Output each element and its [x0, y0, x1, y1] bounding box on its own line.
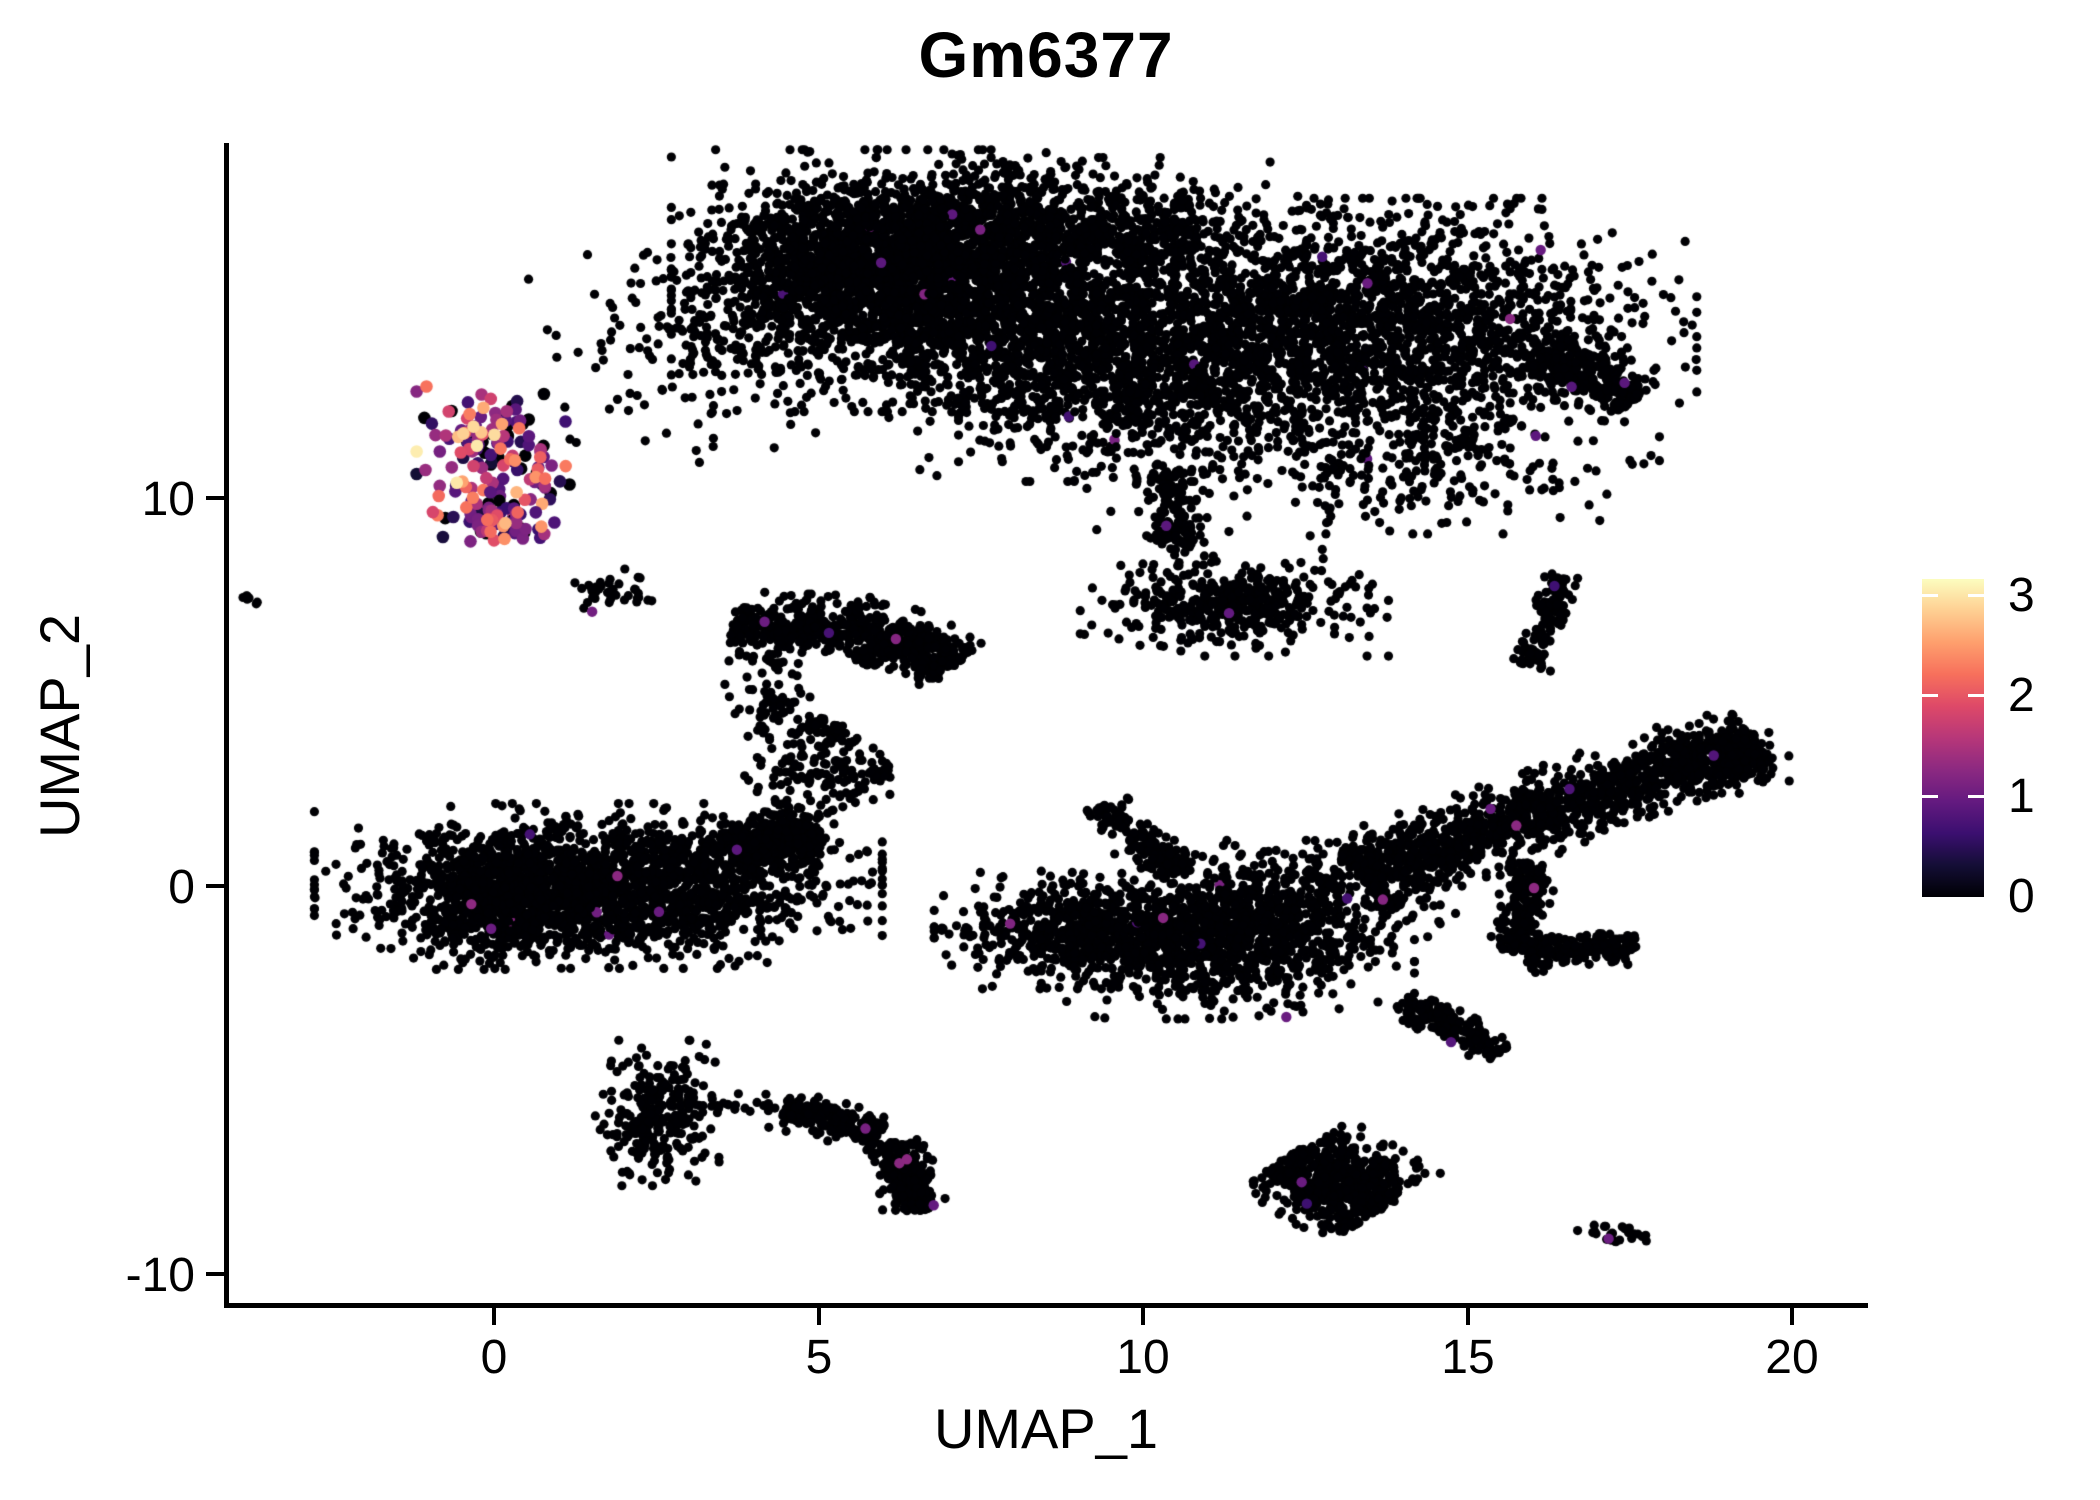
x-tick-mark: [1790, 1308, 1794, 1325]
colorbar-tick: [1968, 694, 1984, 697]
x-tick-label: 0: [480, 1331, 508, 1384]
colorbar-tick: [1922, 594, 1938, 597]
y-tick-mark: [206, 884, 224, 888]
colorbar-label: 2: [2008, 669, 2035, 722]
y-tick-label: 10: [141, 473, 195, 526]
colorbar-tick: [1922, 795, 1938, 798]
x-tick-mark: [1466, 1308, 1470, 1325]
y-tick-label: -10: [125, 1249, 195, 1302]
x-axis-title: UMAP_1: [933, 1397, 1159, 1460]
x-tick-label: 20: [1765, 1331, 1819, 1384]
y-tick-mark: [206, 1272, 224, 1276]
x-tick-mark: [1141, 1308, 1145, 1325]
colorbar-tick: [1922, 694, 1938, 697]
x-tick-mark: [817, 1308, 821, 1325]
x-tick-mark: [492, 1308, 496, 1325]
colorbar-tick: [1968, 594, 1984, 597]
y-tick-label: 0: [168, 861, 195, 914]
x-axis-line: [224, 1303, 1868, 1308]
y-tick-mark: [206, 496, 224, 500]
chart-title: Gm6377: [918, 19, 1174, 91]
x-tick-label: 5: [805, 1331, 833, 1384]
x-tick-label: 15: [1441, 1331, 1495, 1384]
colorbar-tick: [1968, 795, 1984, 798]
colorbar-label: 3: [2008, 569, 2035, 622]
colorbar-label: 0: [2008, 870, 2035, 923]
y-axis-line: [224, 143, 229, 1307]
colorbar-gradient: [1922, 579, 1984, 897]
x-tick-label: 10: [1116, 1331, 1170, 1384]
colorbar-label: 1: [2008, 770, 2035, 823]
y-axis-title: UMAP_2: [28, 613, 91, 839]
